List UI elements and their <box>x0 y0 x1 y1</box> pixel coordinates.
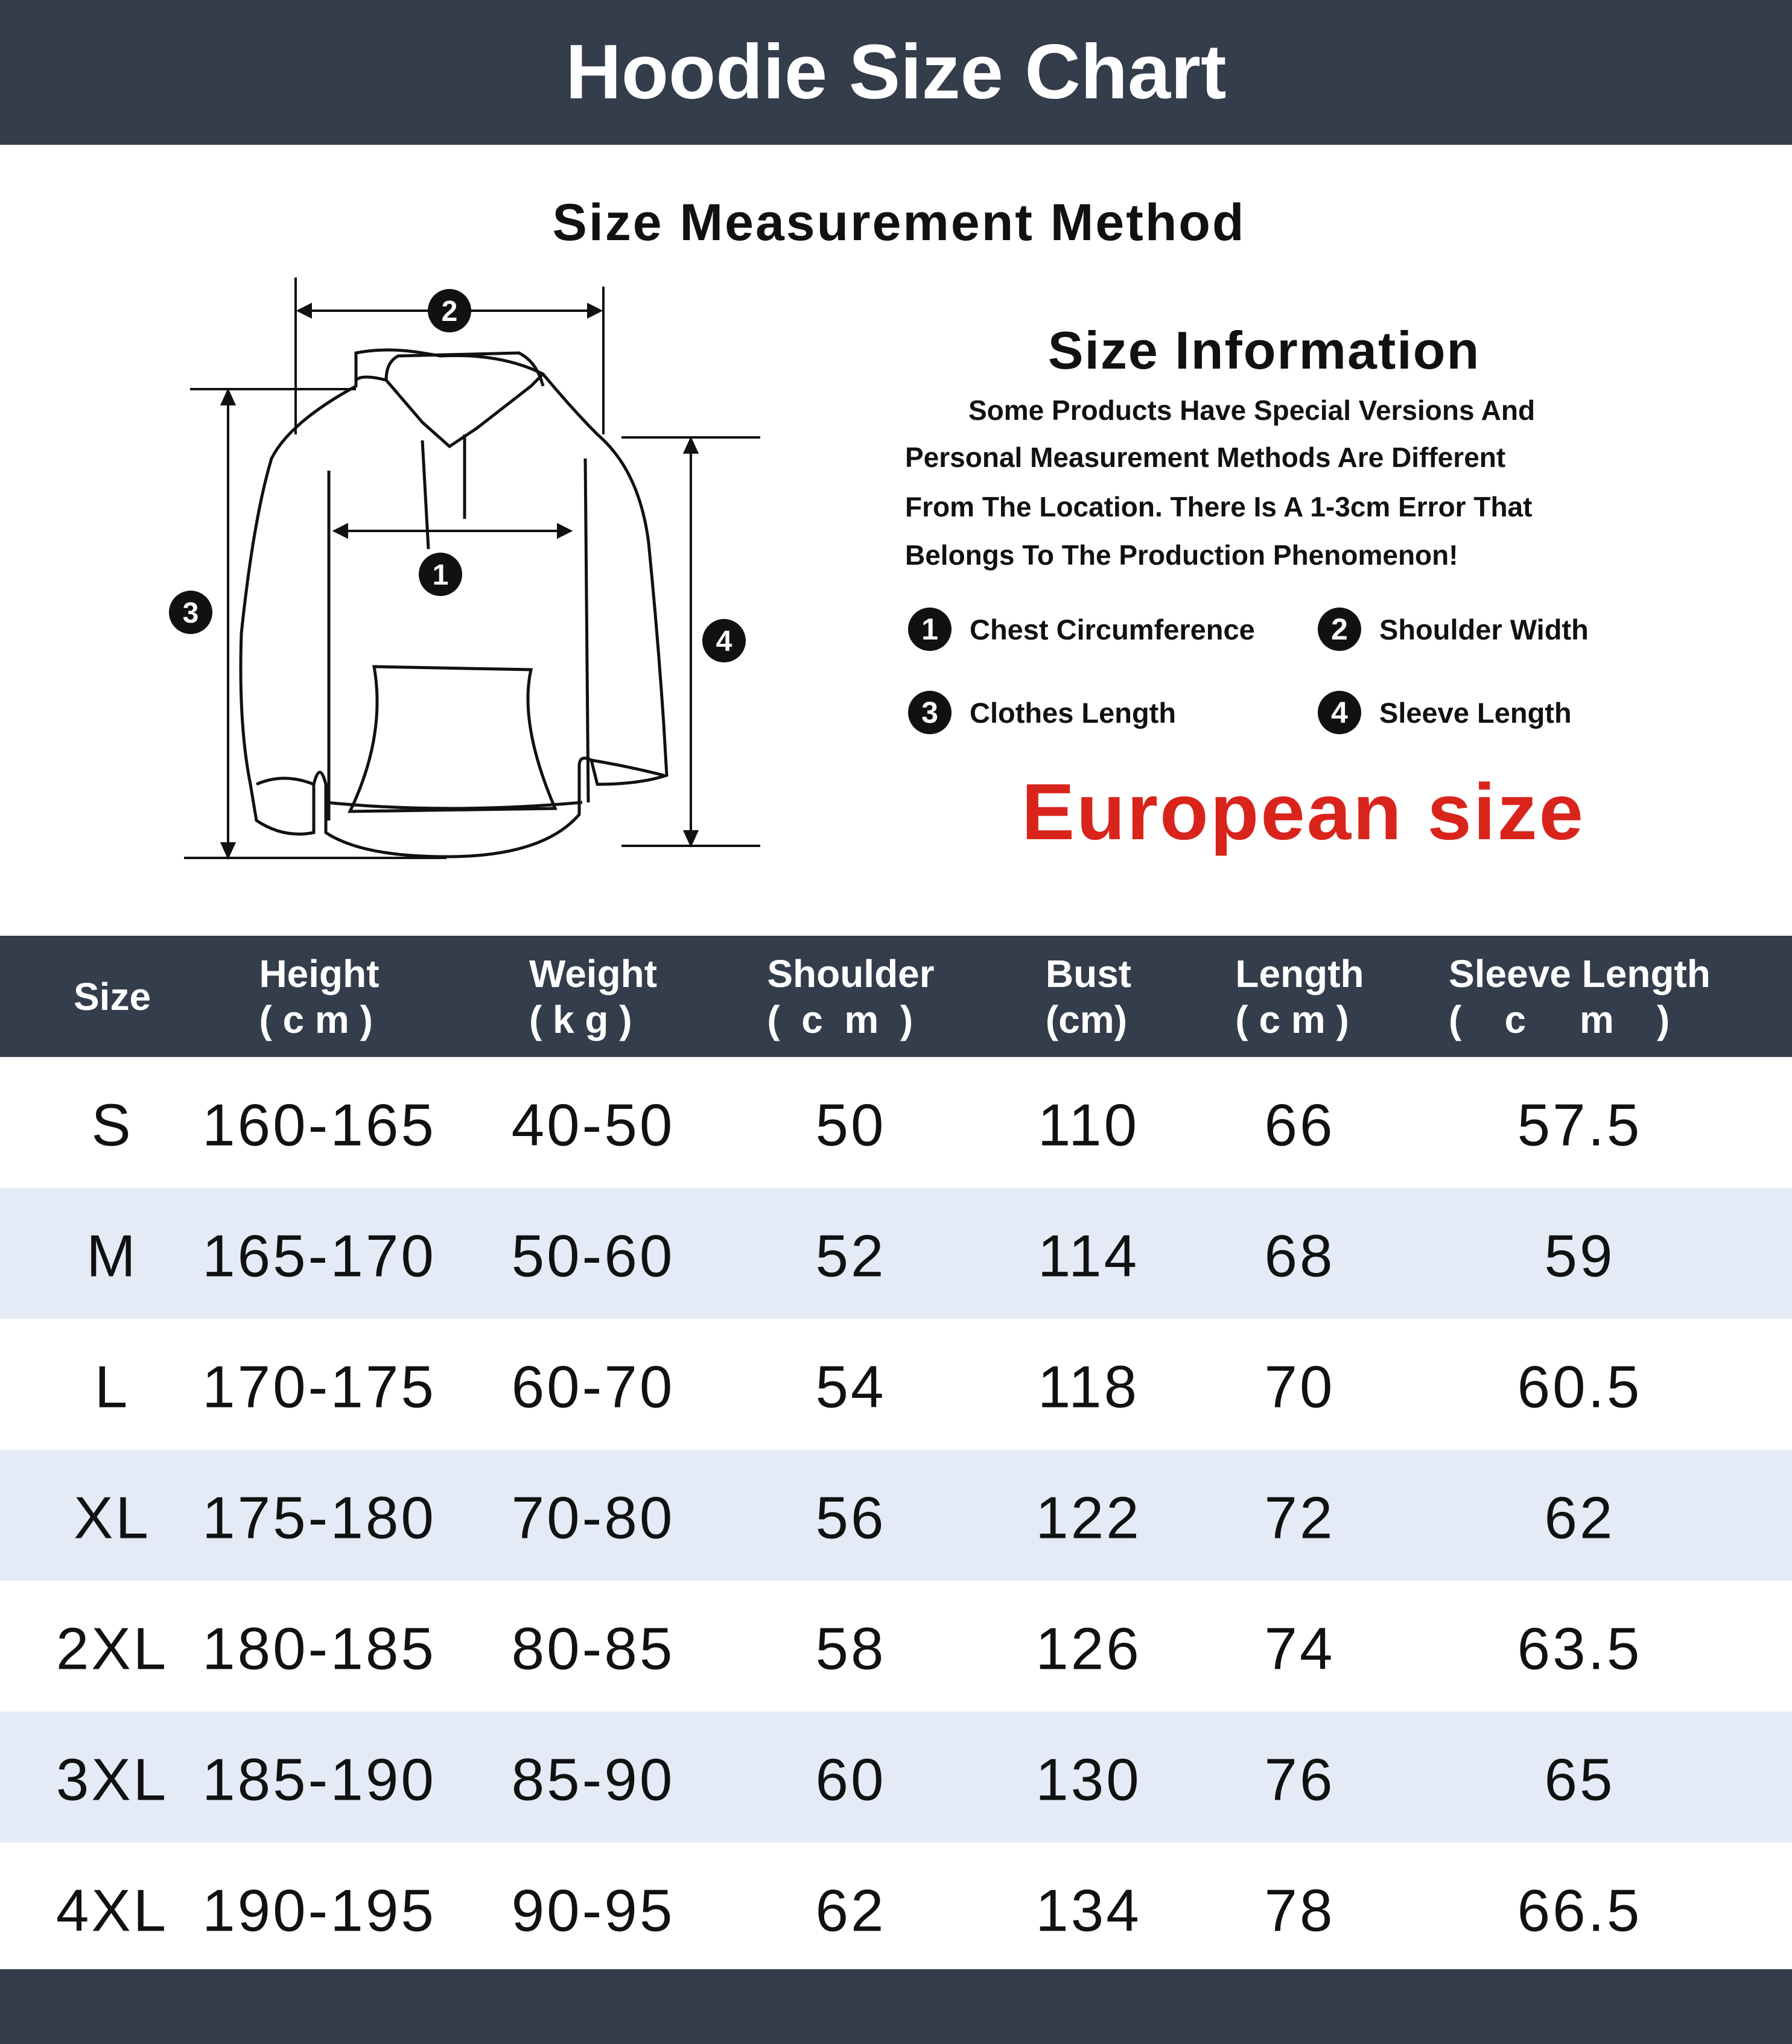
method-title: Size Measurement Method <box>552 194 1246 252</box>
table-cell: M <box>86 1222 138 1289</box>
table-cell: 63.5 <box>1517 1615 1642 1682</box>
table-cell: 52 <box>815 1222 886 1289</box>
table-cell: XL <box>74 1484 151 1551</box>
table-cell: 66 <box>1264 1091 1335 1158</box>
marker-2 <box>428 289 471 332</box>
table-cell: 122 <box>1035 1484 1142 1551</box>
table-cell: 130 <box>1035 1746 1142 1813</box>
table-cell: 58 <box>815 1615 886 1682</box>
hoodie-outline <box>239 348 669 859</box>
hoodie-diagram: 2 1 3 4 <box>169 278 760 860</box>
table-cell: 76 <box>1264 1746 1335 1813</box>
legend-label: Clothes Length <box>970 696 1177 729</box>
number-4-icon: 4 <box>1318 691 1361 734</box>
info-line: From The Location. There Is A 1-3cm Erro… <box>905 491 1533 522</box>
table-cell: 56 <box>815 1484 886 1551</box>
page-title: Hoodie Size Chart <box>565 29 1227 115</box>
number-3-icon: 3 <box>908 691 952 734</box>
table-cell: 4XL <box>56 1877 169 1944</box>
table-cell: 165-170 <box>202 1222 436 1289</box>
table-cell: L <box>94 1353 130 1420</box>
table-cell: 118 <box>1037 1353 1140 1420</box>
table-row: 3XL 185-190 85-90 60 130 76 65 <box>0 1712 1792 1842</box>
info-line: Belongs To The Production Phenomenon! <box>905 539 1458 571</box>
column-header: Sleeve Length ( c m ) <box>1449 951 1711 1041</box>
table-cell: 60 <box>815 1746 886 1813</box>
table-cell: 2XL <box>56 1615 169 1682</box>
table-cell: 175-180 <box>202 1484 436 1551</box>
info-title: Size Information <box>1047 320 1481 380</box>
region-label: European size <box>1022 767 1585 856</box>
table-cell: 85-90 <box>511 1746 675 1813</box>
legend-label: Shoulder Width <box>1379 613 1589 646</box>
legend-shoulder: 2 Shoulder Width <box>1318 608 1589 651</box>
table-cell: 114 <box>1037 1222 1140 1289</box>
table-cell: 126 <box>1035 1615 1142 1682</box>
table-cell: 78 <box>1264 1877 1335 1944</box>
table-cell: 185-190 <box>202 1746 436 1813</box>
number-2-icon: 2 <box>1318 608 1361 651</box>
measurement-lines <box>184 278 760 860</box>
table-row: S 160-165 40-50 50 110 66 57.5 <box>0 1057 1792 1188</box>
column-header: Size <box>73 974 151 1018</box>
table-cell: 72 <box>1264 1484 1335 1551</box>
table-cell: 110 <box>1037 1091 1140 1158</box>
table-header <box>0 936 1792 1057</box>
marker-1-label: 1 <box>433 559 449 591</box>
table-row: 4XL 190-195 90-95 62 134 78 66.5 <box>0 1842 1792 1973</box>
table-cell: 190-195 <box>202 1877 436 1944</box>
table-row: XL 175-180 70-80 56 122 72 62 <box>0 1450 1792 1581</box>
table-cell: 65 <box>1544 1746 1615 1813</box>
table-cell: 180-185 <box>202 1615 436 1682</box>
column-header: Length ( c m ) <box>1235 951 1364 1041</box>
legend-sleeve: 4 Sleeve Length <box>1318 691 1572 734</box>
legend-chest: 1 Chest Circumference <box>908 608 1255 651</box>
table-cell: 160-165 <box>202 1091 436 1158</box>
table-cell: 62 <box>815 1877 886 1944</box>
legend-label: Sleeve Length <box>1379 696 1572 729</box>
marker-4-label: 4 <box>716 626 732 658</box>
column-header: Height ( c m ) <box>259 951 380 1041</box>
table-cell: 170-175 <box>202 1353 436 1420</box>
table-cell: 90-95 <box>511 1877 675 1944</box>
table-cell: 66.5 <box>1517 1877 1642 1944</box>
table-cell: 3XL <box>56 1746 169 1813</box>
table-cell: 54 <box>815 1353 886 1420</box>
table-cell: 59 <box>1544 1222 1615 1289</box>
marker-4 <box>702 619 746 662</box>
table-cell: 60.5 <box>1517 1353 1642 1420</box>
column-header: Weight ( k g ) <box>529 951 658 1041</box>
table-cell: 62 <box>1544 1484 1615 1551</box>
table-row: 2XL 180-185 80-85 58 126 74 63.5 <box>0 1581 1792 1712</box>
table-cell: 50 <box>815 1091 886 1158</box>
table-cell: 134 <box>1035 1877 1142 1944</box>
table-cell: 74 <box>1264 1615 1335 1682</box>
column-header: Shoulder ( c m ) <box>767 951 935 1041</box>
info-line: Some Products Have Special Versions And <box>968 395 1536 426</box>
table-cell: 80-85 <box>511 1615 675 1682</box>
table-row: L 170-175 60-70 54 118 70 60.5 <box>0 1319 1792 1450</box>
marker-3 <box>169 591 212 634</box>
legend-length: 3 Clothes Length <box>908 691 1176 734</box>
table-cell: 68 <box>1264 1222 1335 1289</box>
marker-3-label: 3 <box>183 597 199 629</box>
column-header: Bust (cm) <box>1045 951 1132 1041</box>
footer-bar <box>0 1969 1792 2044</box>
legend-label: Chest Circumference <box>970 613 1255 646</box>
number-1-icon: 1 <box>908 608 952 651</box>
title-bar <box>0 0 1792 145</box>
table-cell: 40-50 <box>511 1091 675 1158</box>
table-row: M 165-170 50-60 52 114 68 59 <box>0 1188 1792 1319</box>
table-cell: S <box>91 1091 133 1158</box>
table-cell: 50-60 <box>511 1222 675 1289</box>
marker-2-label: 2 <box>442 296 458 328</box>
table-cell: 70-80 <box>511 1484 675 1551</box>
marker-1 <box>419 553 462 596</box>
info-line: Personal Measurement Methods Are Differe… <box>905 442 1506 473</box>
table-cell: 57.5 <box>1517 1091 1642 1158</box>
table-cell: 70 <box>1264 1353 1335 1420</box>
table-cell: 60-70 <box>511 1353 675 1420</box>
